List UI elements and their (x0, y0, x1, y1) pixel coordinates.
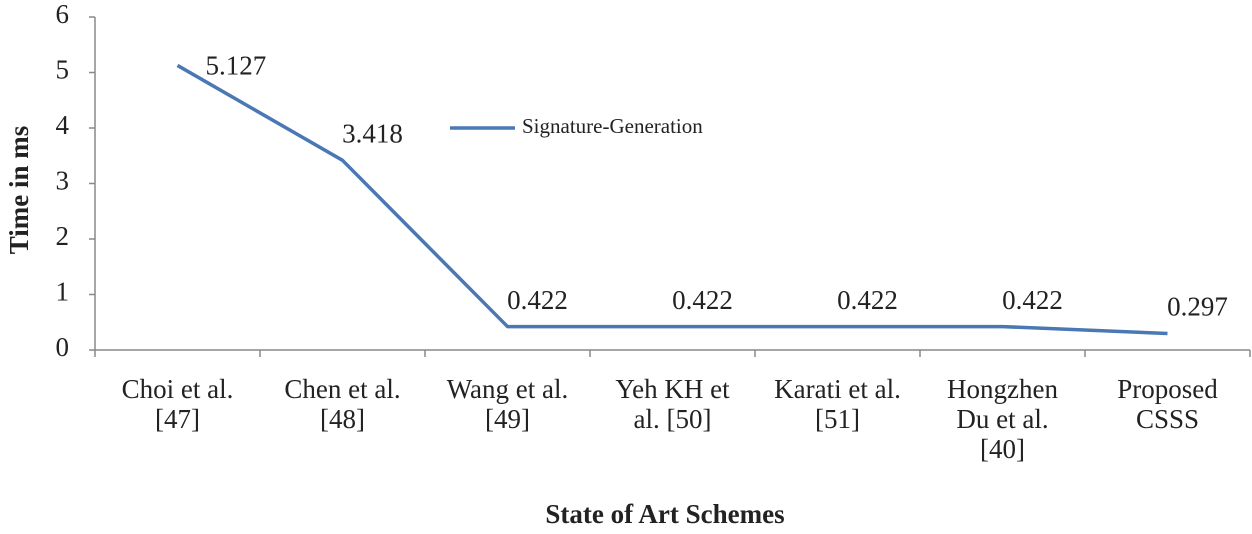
data-label: 3.418 (342, 119, 403, 149)
data-label: 0.422 (1002, 285, 1063, 315)
data-label: 0.422 (837, 285, 898, 315)
y-tick-label: 3 (56, 166, 70, 196)
x-tick-label: Wang et al. [49] (446, 374, 569, 434)
x-tick-label: Yeh KH et al. [50] (615, 374, 730, 434)
legend-label: Signature-Generation (522, 114, 703, 138)
x-tick-label: Choi et al. [47] (121, 374, 234, 434)
data-label: 0.297 (1167, 292, 1228, 322)
x-tick-label: Karati et al. [51] (774, 374, 901, 434)
data-label: 5.127 (206, 51, 267, 81)
data-label: 0.422 (672, 285, 733, 315)
line (176, 63, 1168, 336)
y-axis-title: Time in ms (4, 126, 34, 255)
y-tick-label: 4 (56, 110, 70, 140)
y-tick-label: 0 (56, 332, 70, 362)
y-tick-label: 5 (56, 55, 70, 85)
x-tick-label: Proposed CSSS (1117, 374, 1218, 434)
y-tick-label: 1 (56, 277, 70, 307)
x-tick-label: Chen et al. [48] (284, 374, 401, 434)
x-tick-label: Hongzhen Du et al. [40] (947, 374, 1058, 464)
y-tick-label: 2 (56, 221, 70, 251)
data-label: 0.422 (507, 285, 568, 315)
x-axis-title: State of Art Schemes (545, 499, 784, 529)
y-tick-label: 6 (56, 0, 70, 29)
